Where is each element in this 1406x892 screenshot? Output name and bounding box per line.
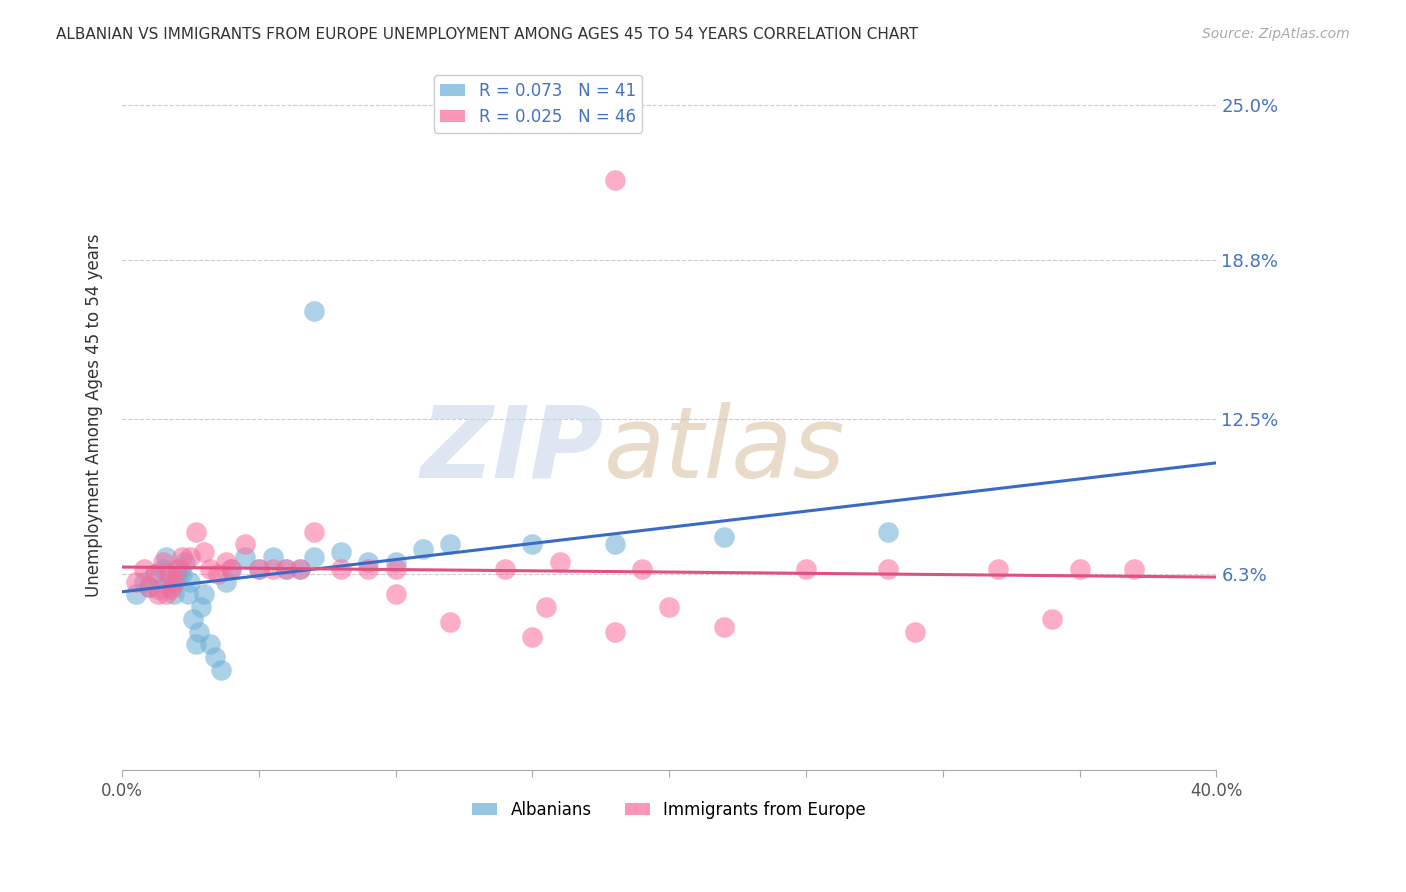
Point [163,587,186,601]
Point [179,574,201,589]
Point [172,549,194,564]
Text: Source: ZipAtlas.com: Source: ZipAtlas.com [1202,27,1350,41]
Point [288,562,311,576]
Point [522,630,544,644]
Point [794,562,817,576]
Point [143,567,166,582]
Point [166,570,188,584]
Y-axis label: Unemployment Among Ages 45 to 54 years: Unemployment Among Ages 45 to 54 years [86,233,103,597]
Point [215,574,238,589]
Point [877,562,900,576]
Point [233,537,256,551]
Point [174,555,197,569]
Point [1069,562,1091,576]
Point [155,587,177,601]
Point [163,574,186,589]
Point [494,562,516,576]
Point [184,524,207,539]
Point [548,555,571,569]
Point [302,549,325,564]
Point [412,542,434,557]
Point [247,562,270,576]
Point [276,562,298,576]
Point [877,524,900,539]
Point [384,555,406,569]
Point [172,567,194,582]
Text: ALBANIAN VS IMMIGRANTS FROM EUROPE UNEMPLOYMENT AMONG AGES 45 TO 54 YEARS CORREL: ALBANIAN VS IMMIGRANTS FROM EUROPE UNEMP… [56,27,918,42]
Point [204,650,226,665]
Point [193,544,215,558]
Point [302,524,325,539]
Point [207,567,229,582]
Point [221,562,243,576]
Point [132,574,155,589]
Point [384,587,406,601]
Point [221,562,243,576]
Point [439,537,461,551]
Point [534,599,557,614]
Point [288,562,311,576]
Point [184,638,207,652]
Point [138,580,160,594]
Point [276,562,298,576]
Point [904,624,927,639]
Point [262,549,284,564]
Point [193,587,215,601]
Point [125,587,148,601]
Point [169,562,191,576]
Point [179,549,201,564]
Point [1040,612,1063,626]
Point [177,587,200,601]
Point [522,537,544,551]
Point [603,537,626,551]
Point [247,562,270,576]
Point [302,303,325,318]
Point [262,562,284,576]
Point [157,574,180,589]
Point [713,620,735,634]
Point [384,562,406,576]
Point [152,555,174,569]
Point [187,624,209,639]
Point [215,555,238,569]
Point [713,530,735,544]
Text: atlas: atlas [603,401,845,499]
Point [658,599,681,614]
Point [146,582,169,597]
Point [152,562,174,576]
Point [357,562,380,576]
Point [125,574,148,589]
Point [160,580,183,594]
Point [143,567,166,582]
Point [166,562,188,576]
Point [603,173,626,187]
Point [190,599,212,614]
Point [157,567,180,582]
Point [209,663,232,677]
Point [986,562,1008,576]
Point [198,638,221,652]
Point [329,562,352,576]
Point [603,624,626,639]
Point [155,549,177,564]
Point [181,612,204,626]
Point [631,562,654,576]
Point [439,615,461,629]
Point [138,580,160,594]
Point [198,562,221,576]
Point [233,549,256,564]
Point [357,555,380,569]
Text: ZIP: ZIP [420,401,603,499]
Point [132,562,155,576]
Point [146,587,169,601]
Point [160,582,183,597]
Point [329,544,352,558]
Point [1123,562,1146,576]
Legend: Albanians, Immigrants from Europe: Albanians, Immigrants from Europe [465,794,873,826]
